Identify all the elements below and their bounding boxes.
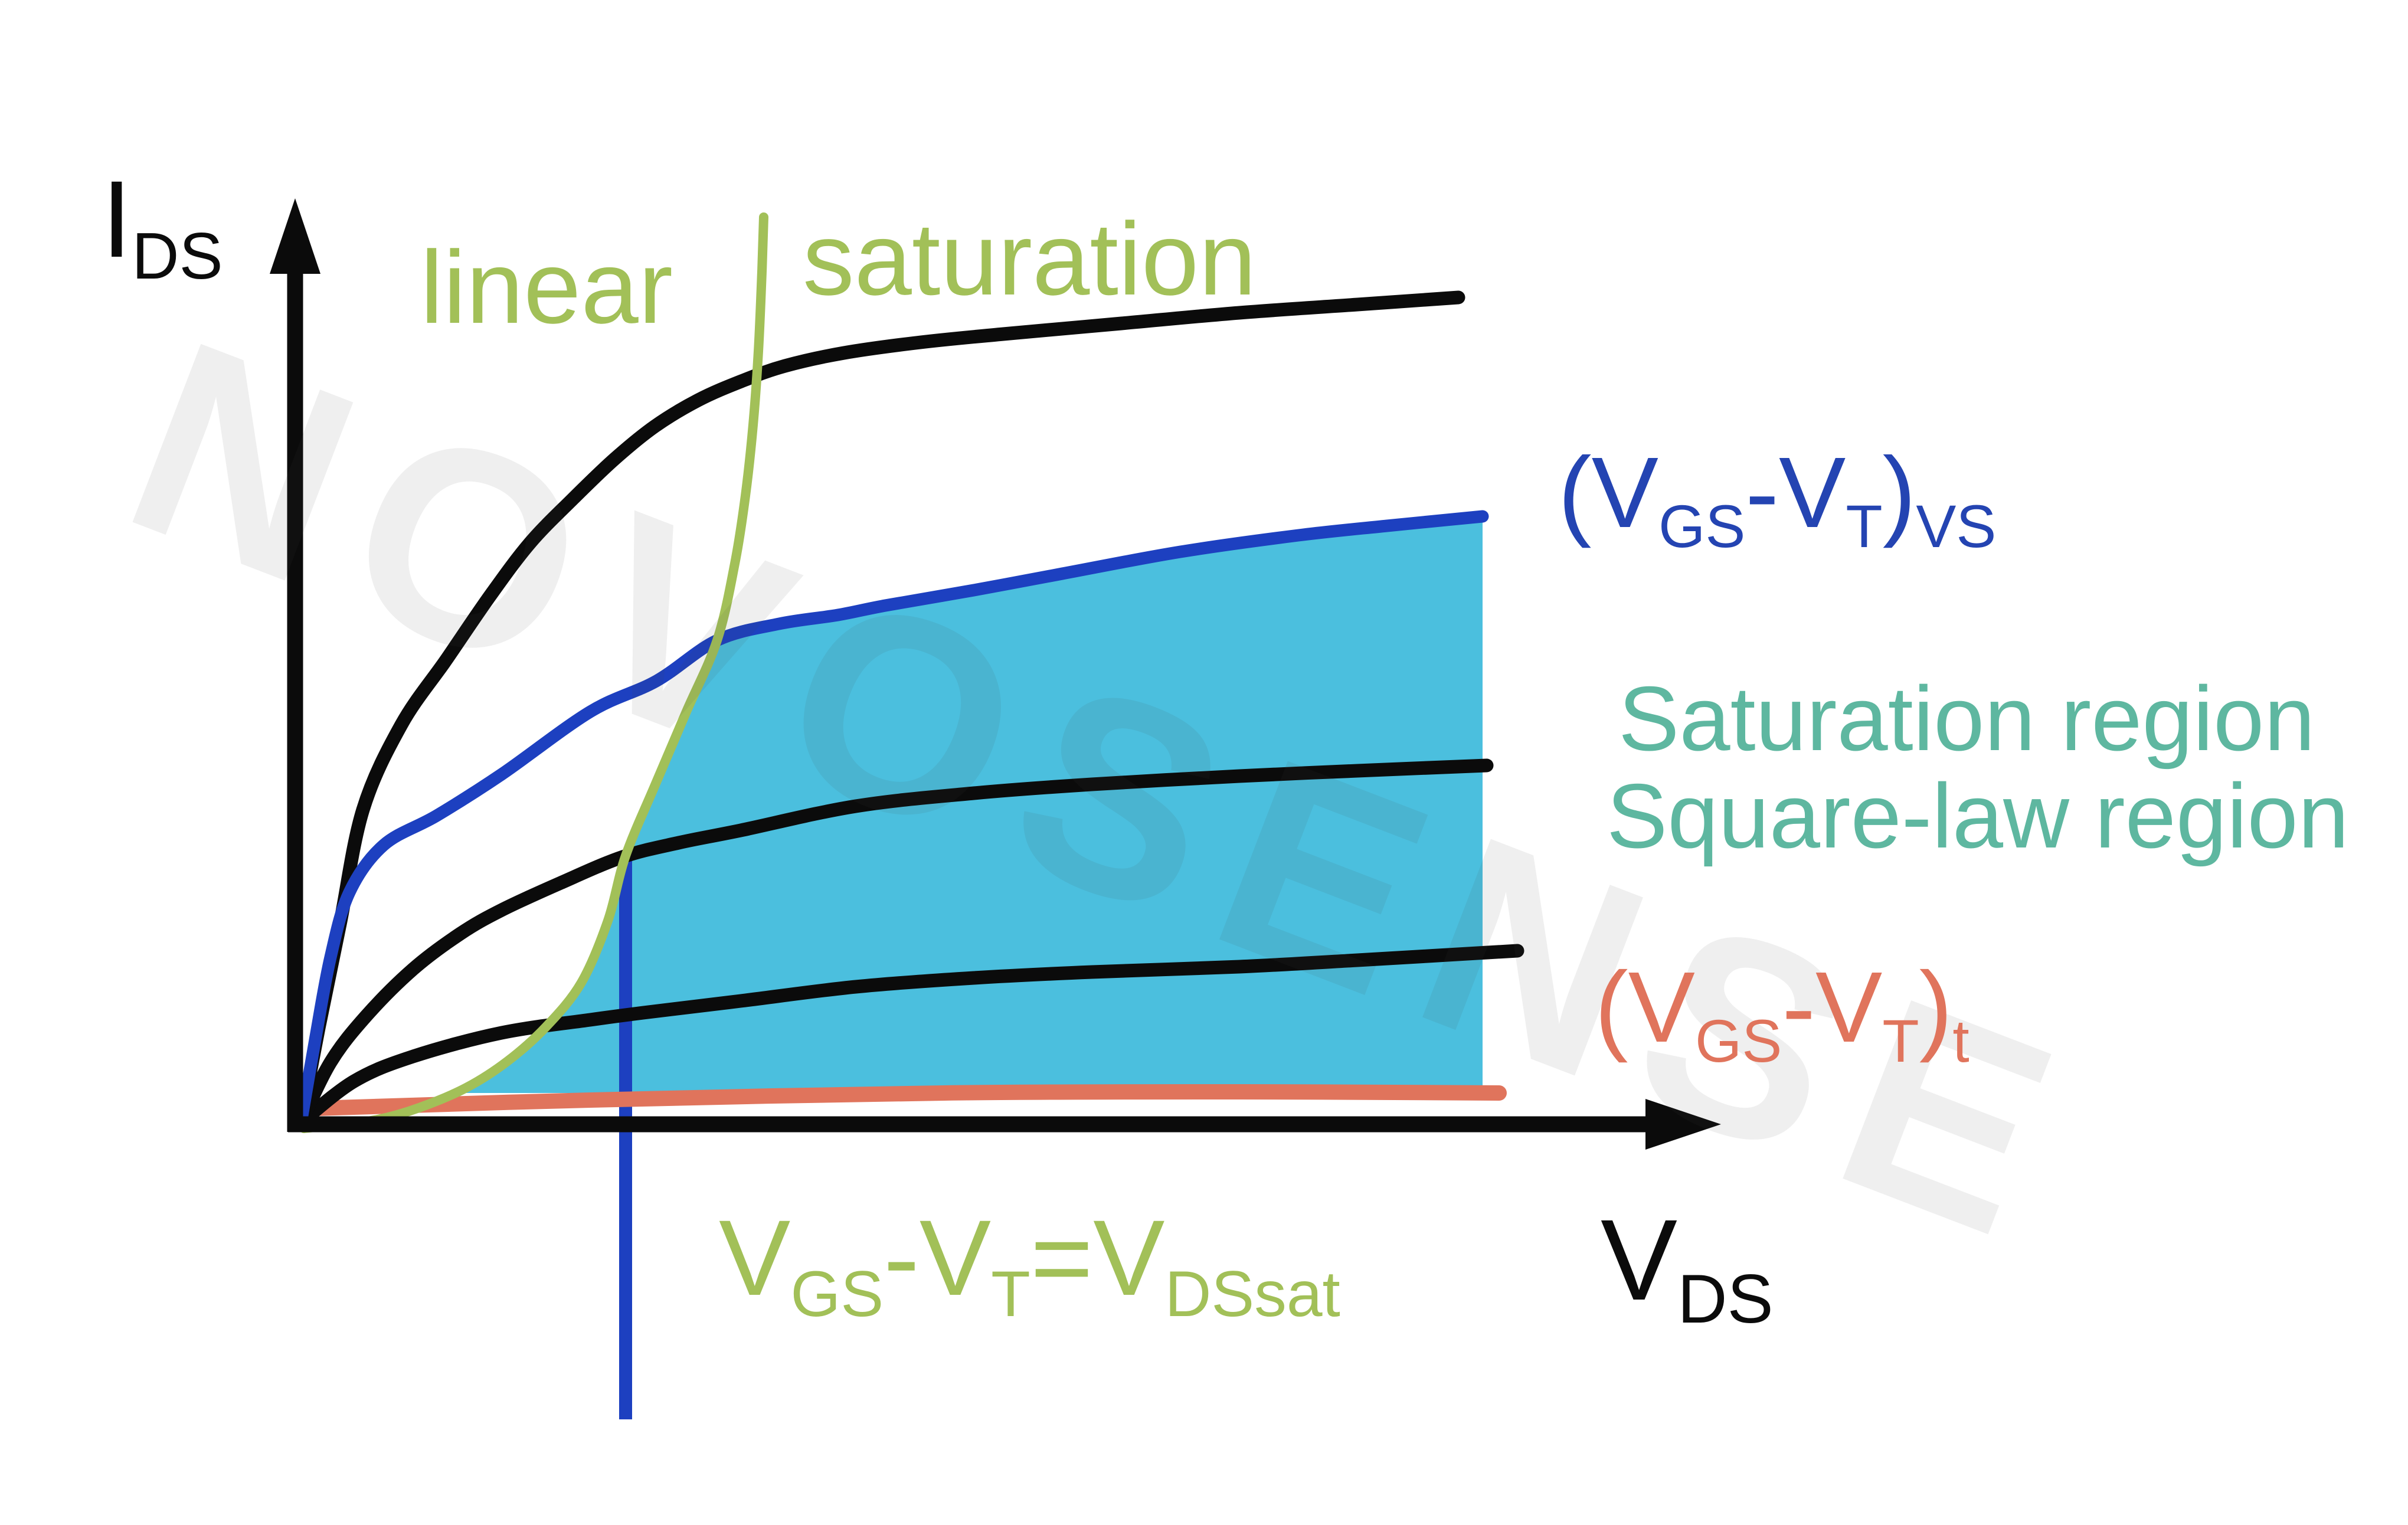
vgs-vt-vs-p1: (V bbox=[1558, 437, 1658, 549]
linear-region-label-text: linear bbox=[420, 230, 673, 345]
vgs-vt-t-p1: (V bbox=[1595, 951, 1695, 1063]
saturation-region-annotation-text: Saturation region bbox=[1618, 667, 2315, 770]
vdssat-eq-s1: GS bbox=[790, 1258, 884, 1331]
curve-vgs-vt-t-orange bbox=[290, 1084, 1507, 1117]
x-axis-label: VDS bbox=[1601, 1203, 1774, 1333]
shaded-square-law-region bbox=[466, 516, 1483, 1093]
curve-black-mid bbox=[294, 758, 1494, 1130]
curve-black-top bbox=[294, 290, 1465, 1130]
saturation-region-label-text: saturation bbox=[803, 202, 1257, 317]
vdssat-eq-p2: -V bbox=[884, 1197, 992, 1318]
vgs-vt-vs-p3: ) bbox=[1882, 437, 1916, 549]
vgs-vt-vs-s2: T bbox=[1846, 492, 1883, 560]
y-axis-label: IDS bbox=[102, 165, 223, 289]
vgs-vt-vs-curve-label: (VGS-VT)VS bbox=[1558, 443, 1996, 557]
vdssat-eq-s2: T bbox=[991, 1258, 1030, 1331]
y-axis-label-main: I bbox=[102, 159, 132, 280]
vdssat-equation-label: VGS-VT=VDSsat bbox=[719, 1204, 1340, 1327]
vgs-vt-vs-p2: -V bbox=[1745, 437, 1846, 549]
y-axis-arrowhead-icon bbox=[270, 198, 320, 274]
vdssat-eq-s3: DSsat bbox=[1164, 1258, 1340, 1331]
vdssat-eq-p3: =V bbox=[1030, 1197, 1165, 1318]
vdssat-eq-p1: V bbox=[719, 1197, 791, 1318]
curve-vgs-vt-vs-blue bbox=[295, 510, 1489, 1129]
vgs-vt-t-p2: -V bbox=[1782, 951, 1883, 1063]
vgs-vt-t-curve-label: (VGS-VT)t bbox=[1595, 957, 1969, 1071]
vgs-vt-vs-s1: GS bbox=[1658, 492, 1746, 560]
vgs-vt-t-p3: ) bbox=[1919, 951, 1953, 1063]
x-axis-label-main: V bbox=[1601, 1196, 1678, 1324]
saturation-region-annotation: Saturation region bbox=[1618, 673, 2315, 764]
x-axis-arrowhead-icon bbox=[1645, 1099, 1721, 1150]
linear-region-label: linear bbox=[420, 236, 673, 339]
vgs-vt-vs-s3: VS bbox=[1916, 492, 1997, 560]
x-axis-label-sub: DS bbox=[1677, 1259, 1774, 1337]
square-law-region-annotation-text: Square-law region bbox=[1607, 765, 2349, 867]
curve-black-low bbox=[294, 944, 1524, 1130]
vgs-vt-t-s2: T bbox=[1882, 1007, 1919, 1075]
square-law-region-annotation: Square-law region bbox=[1607, 770, 2349, 862]
vdsat-locus-green bbox=[299, 212, 768, 1133]
vgs-vt-t-s1: GS bbox=[1695, 1007, 1782, 1075]
y-axis-label-sub: DS bbox=[132, 219, 223, 293]
vgs-vt-t-s3: t bbox=[1952, 1007, 1969, 1075]
saturation-region-label: saturation bbox=[803, 208, 1257, 311]
